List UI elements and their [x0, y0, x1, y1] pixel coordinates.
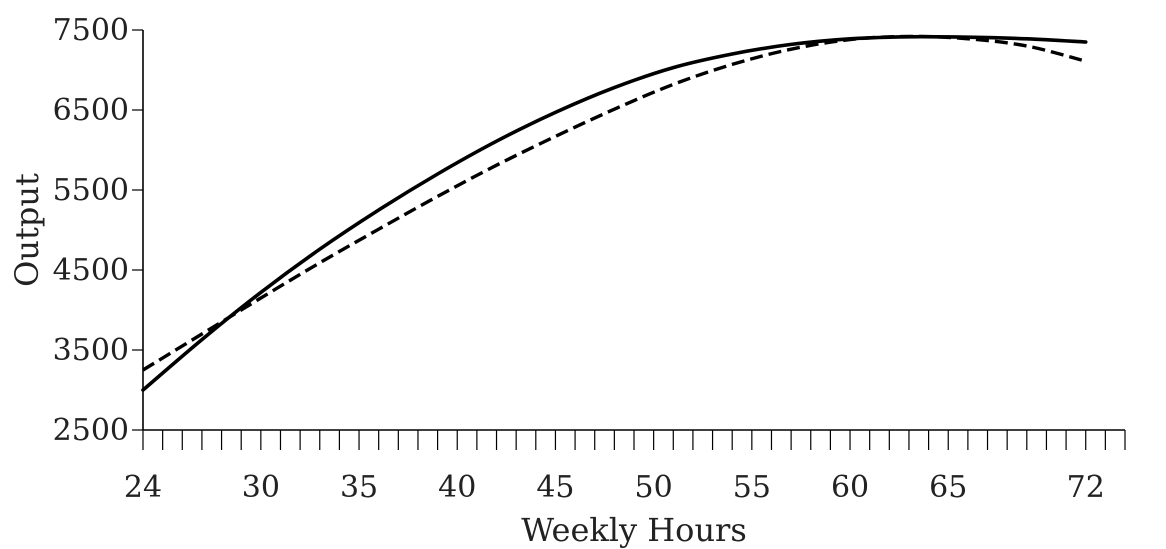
y-tick-label: 4500 — [53, 253, 129, 288]
x-tick-label: 72 — [1067, 470, 1105, 505]
y-ticks: 2500 3500 4500 5500 6500 7500 — [53, 13, 143, 448]
x-tick-label: 40 — [438, 470, 476, 505]
x-tick-label: 35 — [340, 470, 378, 505]
axes — [142, 30, 1125, 431]
y-axis-title: Output — [8, 173, 46, 287]
series-line-solid — [141, 34, 1088, 392]
x-tick-label: 30 — [242, 470, 280, 505]
x-tick-label: 50 — [635, 470, 673, 505]
y-tick-label: 7500 — [53, 13, 129, 48]
y-tick-label: 6500 — [53, 93, 129, 128]
x-tick-label: 24 — [124, 470, 162, 505]
x-ticks: 24 30 35 40 45 50 55 60 65 72 — [124, 430, 1126, 505]
y-tick-label: 2500 — [53, 413, 129, 448]
x-tick-label: 60 — [831, 470, 869, 505]
x-axis-title: Weekly Hours — [521, 511, 747, 549]
y-tick-label: 3500 — [53, 333, 129, 368]
x-tick-label: 45 — [536, 470, 574, 505]
series-line-dashed — [142, 34, 1087, 372]
series-group — [141, 34, 1088, 392]
x-tick-label: 65 — [929, 470, 967, 505]
y-tick-label: 5500 — [53, 173, 129, 208]
x-tick-label: 55 — [733, 470, 771, 505]
